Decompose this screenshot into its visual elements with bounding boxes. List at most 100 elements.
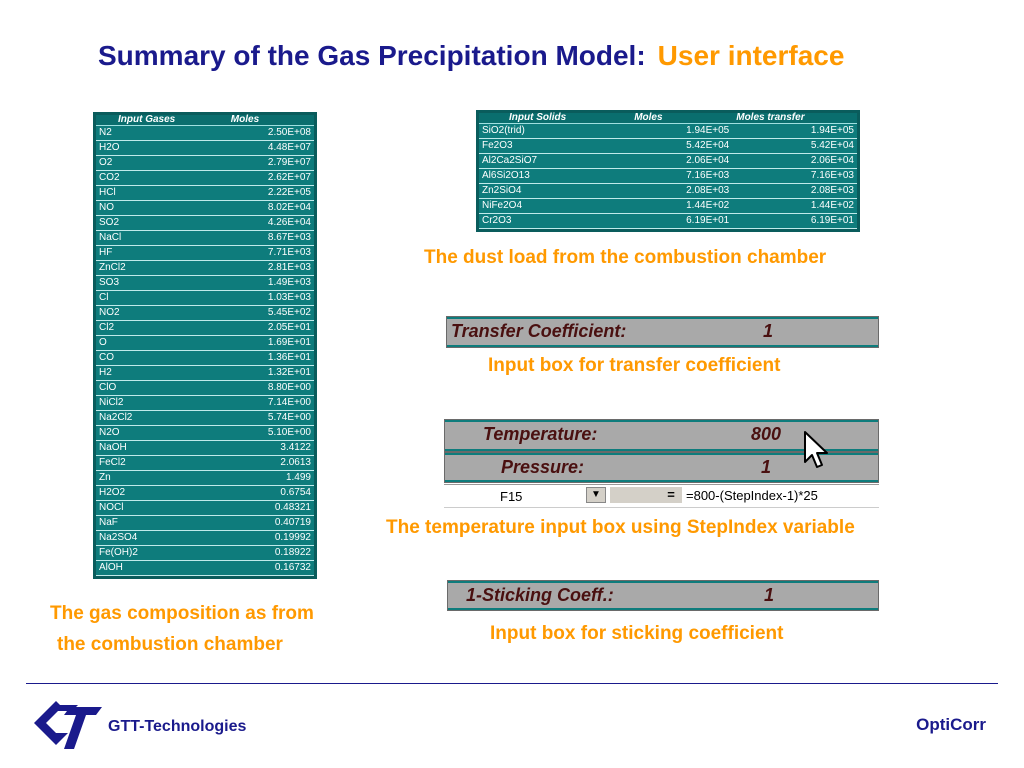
gas-moles-cell[interactable]: 8.02E+04	[226, 200, 314, 216]
gas-moles-cell[interactable]: 2.81E+03	[226, 260, 314, 276]
solid-moles-cell[interactable]: 1.94E+05	[630, 123, 733, 139]
gas-moles-cell[interactable]: 2.05E+01	[226, 320, 314, 336]
gas-moles-cell[interactable]: 5.10E+00	[226, 425, 314, 441]
solid-name-cell[interactable]: Fe2O3	[479, 138, 631, 154]
gas-name-cell[interactable]: ZnCl2	[96, 260, 227, 276]
gas-name-cell[interactable]: NO	[96, 200, 227, 216]
gas-moles-cell[interactable]: 8.80E+00	[226, 380, 314, 396]
gas-moles-cell[interactable]: 1.69E+01	[226, 335, 314, 351]
pressure-value[interactable]: 1	[761, 457, 772, 477]
solid-moles-cell[interactable]: 6.19E+01	[630, 213, 733, 229]
gas-name-cell[interactable]: O	[96, 335, 227, 351]
gas-moles-cell[interactable]: 1.03E+03	[226, 290, 314, 306]
gas-name-cell[interactable]: ClO	[96, 380, 227, 396]
gas-name-cell[interactable]: SO3	[96, 275, 227, 291]
gas-moles-cell[interactable]: 7.14E+00	[226, 395, 314, 411]
cell-dropdown-button[interactable]: ▼	[586, 487, 606, 503]
transfer-coefficient-value[interactable]: 1	[763, 321, 774, 341]
gas-name-cell[interactable]: NaOH	[96, 440, 227, 456]
title-accent: User interface	[657, 40, 845, 71]
solid-transfer-cell[interactable]: 6.19E+01	[732, 213, 857, 229]
gas-moles-cell[interactable]: 1.49E+03	[226, 275, 314, 291]
solids-header-name: Input Solids	[479, 113, 631, 124]
gas-name-cell[interactable]: H2O2	[96, 485, 227, 501]
solid-name-cell[interactable]: Cr2O3	[479, 213, 631, 229]
solid-transfer-cell[interactable]: 1.44E+02	[732, 198, 857, 214]
solid-name-cell[interactable]: NiFe2O4	[479, 198, 631, 214]
gas-name-cell[interactable]: CO	[96, 350, 227, 366]
gas-moles-cell[interactable]: 2.22E+05	[226, 185, 314, 201]
gas-moles-cell[interactable]: 0.6754	[226, 485, 314, 501]
gas-name-cell[interactable]: Cl	[96, 290, 227, 306]
solid-moles-cell[interactable]: 2.08E+03	[630, 183, 733, 199]
solid-name-cell[interactable]: Al6Si2O13	[479, 168, 631, 184]
gas-name-cell[interactable]: H2O	[96, 140, 227, 156]
gas-moles-cell[interactable]: 2.0613	[226, 455, 314, 471]
gas-moles-cell[interactable]: 2.50E+08	[226, 125, 314, 141]
sticking-coefficient-value[interactable]: 1	[764, 585, 775, 605]
gas-name-cell[interactable]: Zn	[96, 470, 227, 486]
solid-moles-cell[interactable]: 1.44E+02	[630, 198, 733, 214]
solid-transfer-cell[interactable]: 5.42E+04	[732, 138, 857, 154]
solid-transfer-cell[interactable]: 2.06E+04	[732, 153, 857, 169]
table-row: SO3 1.49E+03	[96, 275, 314, 291]
gas-name-cell[interactable]: HCl	[96, 185, 227, 201]
formula-bar-spacer	[610, 487, 660, 503]
gas-name-cell[interactable]: NOCl	[96, 500, 227, 516]
gas-moles-cell[interactable]: 1.499	[226, 470, 314, 486]
gas-name-cell[interactable]: SO2	[96, 215, 227, 231]
temperature-value[interactable]: 800	[751, 424, 782, 444]
gas-moles-cell[interactable]: 0.16732	[226, 560, 314, 576]
gas-name-cell[interactable]: N2O	[96, 425, 227, 441]
gas-moles-cell[interactable]: 4.48E+07	[226, 140, 314, 156]
formula-text[interactable]: =800-(StepIndex-1)*25	[686, 488, 818, 503]
gas-moles-cell[interactable]: 5.74E+00	[226, 410, 314, 426]
table-row: Fe(OH)2 0.18922	[96, 545, 314, 561]
gas-name-cell[interactable]: NiCl2	[96, 395, 227, 411]
gas-moles-cell[interactable]: 5.45E+02	[226, 305, 314, 321]
gas-name-cell[interactable]: NO2	[96, 305, 227, 321]
gas-name-cell[interactable]: Cl2	[96, 320, 227, 336]
transfer-coefficient-input[interactable]: Transfer Coefficient: 1	[446, 316, 879, 348]
formula-equals-button[interactable]: =	[660, 487, 682, 503]
solid-transfer-cell[interactable]: 2.08E+03	[732, 183, 857, 199]
gas-name-cell[interactable]: O2	[96, 155, 227, 171]
solid-name-cell[interactable]: Al2Ca2SiO7	[479, 153, 631, 169]
gas-moles-cell[interactable]: 1.32E+01	[226, 365, 314, 381]
table-row: HF 7.71E+03	[96, 245, 314, 261]
gas-name-cell[interactable]: H2	[96, 365, 227, 381]
table-row: SO2 4.26E+04	[96, 215, 314, 231]
gas-name-cell[interactable]: FeCl2	[96, 455, 227, 471]
gas-name-cell[interactable]: Na2SO4	[96, 530, 227, 546]
gas-name-cell[interactable]: AlOH	[96, 560, 227, 576]
solid-moles-cell[interactable]: 2.06E+04	[630, 153, 733, 169]
gas-moles-cell[interactable]: 0.19992	[226, 530, 314, 546]
table-row: NO2 5.45E+02	[96, 305, 314, 321]
gas-name-cell[interactable]: CO2	[96, 170, 227, 186]
solid-moles-cell[interactable]: 7.16E+03	[630, 168, 733, 184]
table-row: N2 2.50E+08	[96, 125, 314, 141]
gas-moles-cell[interactable]: 4.26E+04	[226, 215, 314, 231]
gas-moles-cell[interactable]: 0.48321	[226, 500, 314, 516]
gas-moles-cell[interactable]: 1.36E+01	[226, 350, 314, 366]
gas-name-cell[interactable]: HF	[96, 245, 227, 261]
gas-name-cell[interactable]: Fe(OH)2	[96, 545, 227, 561]
gas-name-cell[interactable]: Na2Cl2	[96, 410, 227, 426]
gas-moles-cell[interactable]: 0.40719	[226, 515, 314, 531]
gas-moles-cell[interactable]: 2.79E+07	[226, 155, 314, 171]
solid-name-cell[interactable]: SiO2(trid)	[479, 123, 631, 139]
solid-moles-cell[interactable]: 5.42E+04	[630, 138, 733, 154]
solid-transfer-cell[interactable]: 7.16E+03	[732, 168, 857, 184]
gas-name-cell[interactable]: NaCl	[96, 230, 227, 246]
gas-moles-cell[interactable]: 7.71E+03	[226, 245, 314, 261]
gas-moles-cell[interactable]: 2.62E+07	[226, 170, 314, 186]
cell-reference[interactable]: F15	[500, 489, 523, 504]
sticking-coefficient-input[interactable]: 1-Sticking Coeff.: 1	[447, 580, 879, 611]
gas-moles-cell[interactable]: 0.18922	[226, 545, 314, 561]
solid-transfer-cell[interactable]: 1.94E+05	[732, 123, 857, 139]
gas-moles-cell[interactable]: 3.4122	[226, 440, 314, 456]
solid-name-cell[interactable]: Zn2SiO4	[479, 183, 631, 199]
gas-name-cell[interactable]: NaF	[96, 515, 227, 531]
gas-name-cell[interactable]: N2	[96, 125, 227, 141]
gas-moles-cell[interactable]: 8.67E+03	[226, 230, 314, 246]
